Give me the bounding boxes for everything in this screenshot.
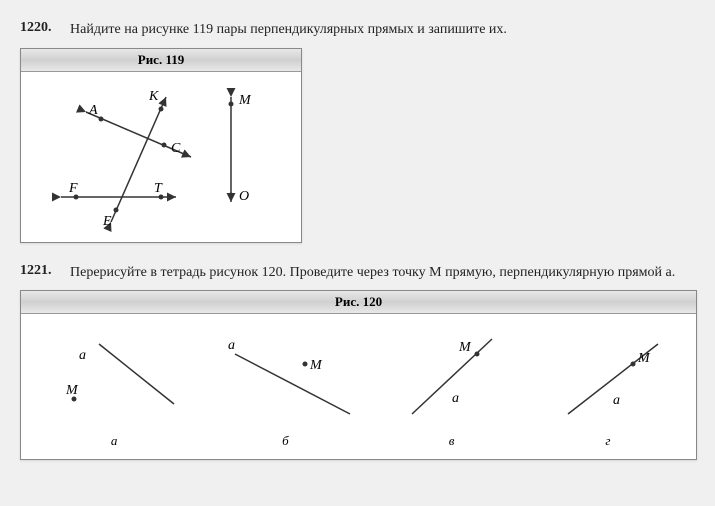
figure-title: Рис. 120	[21, 291, 696, 314]
point-label: C	[171, 141, 181, 156]
subfig-label: в	[387, 433, 517, 449]
subfig-label: а	[44, 433, 184, 449]
point-label: M	[637, 351, 651, 366]
problem-1221: 1221. Перерисуйте в тетрадь рисунок 120.…	[20, 263, 695, 283]
figure-119: Рис. 119 A	[20, 48, 302, 243]
point-label: T	[154, 181, 163, 196]
point-label: M	[309, 358, 323, 373]
subfig-a: a M а	[44, 324, 184, 449]
problem-1220: 1220. Найдите на рисунке 119 пары перпен…	[20, 20, 695, 40]
diagram-120-g: M a	[543, 324, 673, 424]
subfig-g: M a г	[543, 324, 673, 449]
figure-content: a M а a M б M a в	[21, 314, 696, 459]
problem-text: Найдите на рисунке 119 пары перпендикуля…	[70, 20, 695, 40]
point-label: A	[88, 103, 98, 118]
point-label: M	[65, 383, 79, 398]
point-label: E	[102, 214, 112, 229]
point-label: F	[68, 181, 78, 196]
point-label: K	[148, 89, 159, 104]
diagram-120-a: a M	[44, 324, 184, 424]
subfig-label: б	[210, 433, 360, 449]
diagram-119: A K M C F T E O	[31, 82, 291, 232]
subfig-label: г	[543, 433, 673, 449]
subfig-b: a M б	[210, 324, 360, 449]
problem-number: 1220.	[20, 20, 70, 40]
diagram-120-v: M a	[387, 324, 517, 424]
diagram-120-b: a M	[210, 324, 360, 424]
point-label: O	[239, 189, 249, 204]
problem-number: 1221.	[20, 263, 70, 283]
subfig-v: M a в	[387, 324, 517, 449]
figure-title: Рис. 119	[21, 49, 301, 72]
figure-120: Рис. 120 a M а a M б M	[20, 290, 697, 460]
line-label: a	[452, 391, 459, 406]
line-label: a	[613, 393, 620, 408]
figure-content: A K M C F T E O	[21, 72, 301, 242]
point-label: M	[458, 340, 472, 355]
point-label: M	[238, 93, 252, 108]
line-label: a	[228, 338, 235, 353]
problem-text: Перерисуйте в тетрадь рисунок 120. Прове…	[70, 263, 695, 283]
line-label: a	[79, 348, 86, 363]
